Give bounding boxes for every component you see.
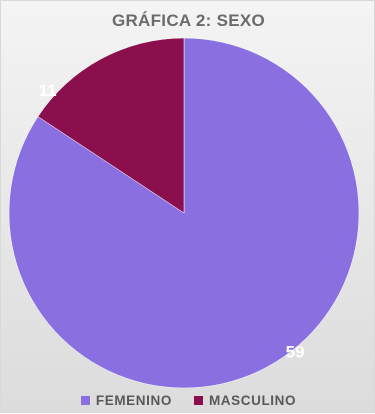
legend-label-masculino: MASCULINO — [208, 393, 297, 408]
legend-swatch-masculino — [193, 396, 203, 405]
legend-item-masculino: MASCULINO — [193, 393, 297, 408]
legend-label-femenino: FEMENINO — [95, 393, 172, 408]
pie-slice-masculino — [37, 37, 185, 214]
data-label-femenino: 59 — [286, 343, 305, 362]
chart-title: GRÁFICA 2: SEXO — [111, 11, 266, 30]
legend-swatch-femenino — [80, 396, 90, 405]
data-label-masculino: 11 — [39, 81, 57, 100]
legend: FEMENINO MASCULINO — [1, 393, 375, 408]
legend-item-femenino: FEMENINO — [80, 393, 172, 408]
